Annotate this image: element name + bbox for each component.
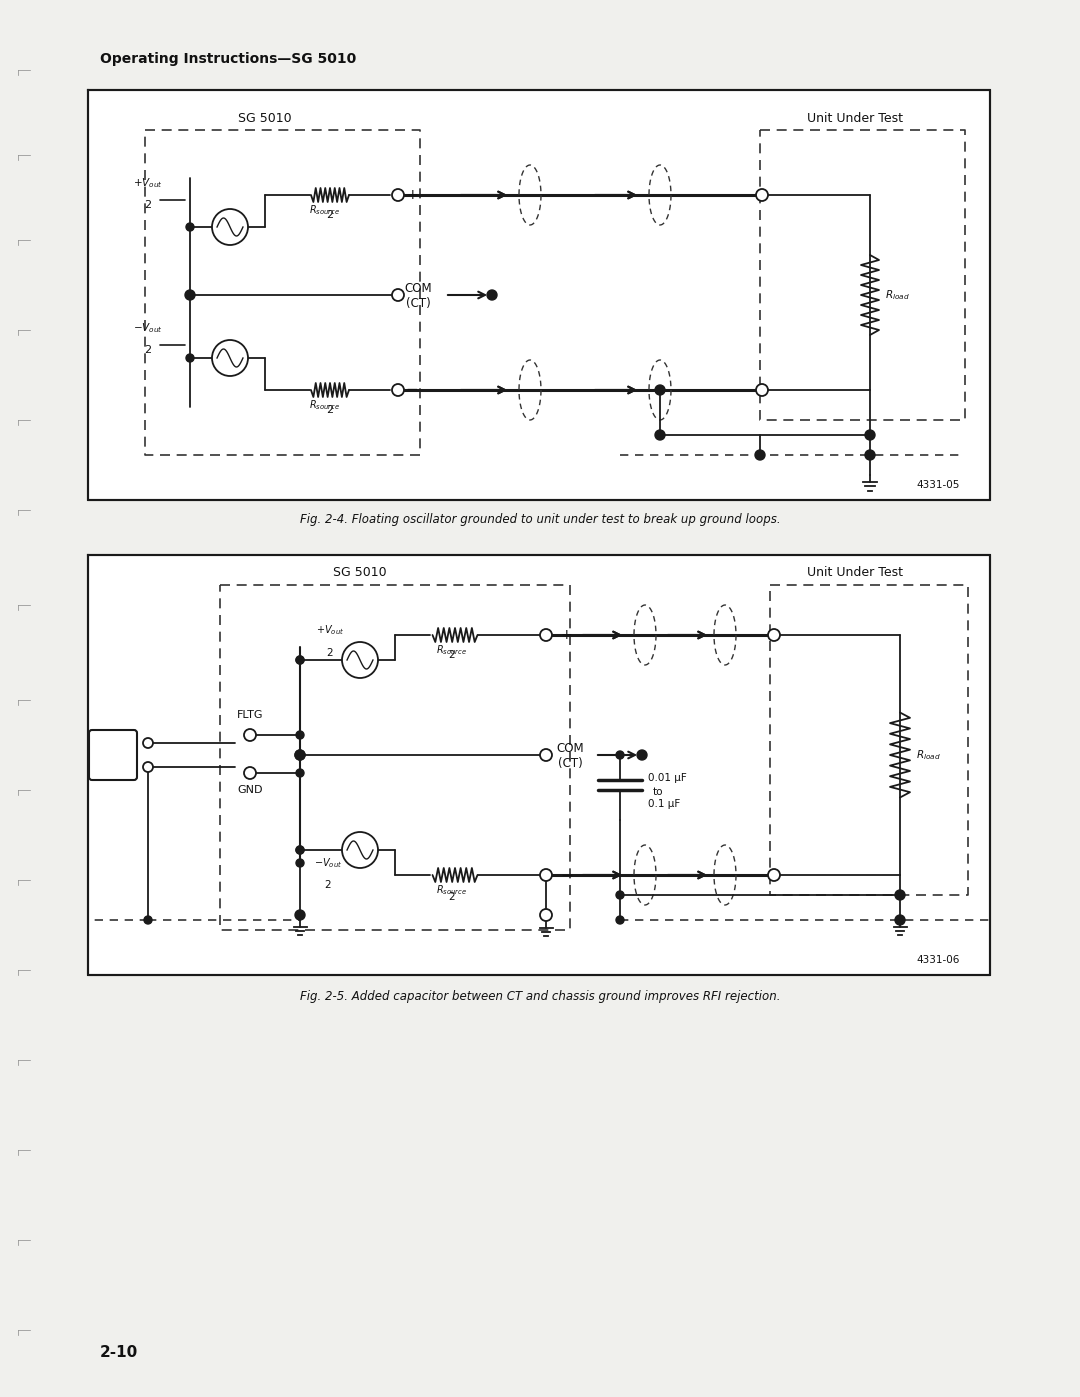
Circle shape xyxy=(654,430,665,440)
Text: SG 5010: SG 5010 xyxy=(239,112,292,124)
Circle shape xyxy=(654,386,665,395)
Circle shape xyxy=(616,891,624,900)
Circle shape xyxy=(540,909,552,921)
Text: 2: 2 xyxy=(325,880,332,890)
Text: −: − xyxy=(406,383,418,398)
Text: $R_{load}$: $R_{load}$ xyxy=(885,288,909,302)
Text: 4331-06: 4331-06 xyxy=(917,956,960,965)
Text: Fig. 2-4. Floating oscillator grounded to unit under test to break up ground loo: Fig. 2-4. Floating oscillator grounded t… xyxy=(299,513,781,527)
Circle shape xyxy=(244,729,256,740)
Text: $-V_{out}$: $-V_{out}$ xyxy=(133,321,163,335)
Circle shape xyxy=(342,833,378,868)
Text: 0.01 μF: 0.01 μF xyxy=(648,773,687,782)
Text: 2: 2 xyxy=(326,210,334,219)
Circle shape xyxy=(540,869,552,882)
Text: (CT): (CT) xyxy=(406,296,430,310)
Text: $R_{source}$: $R_{source}$ xyxy=(309,203,340,217)
Circle shape xyxy=(296,847,303,854)
Circle shape xyxy=(296,847,303,854)
Text: 2-10: 2-10 xyxy=(100,1345,138,1361)
Circle shape xyxy=(143,738,153,747)
Text: COM: COM xyxy=(556,742,584,754)
Text: SG 5010: SG 5010 xyxy=(334,567,387,580)
Text: +: + xyxy=(561,629,571,643)
Circle shape xyxy=(756,189,768,201)
Text: $R_{source}$: $R_{source}$ xyxy=(436,643,468,657)
Circle shape xyxy=(895,915,905,925)
Polygon shape xyxy=(87,89,990,500)
Circle shape xyxy=(342,643,378,678)
Text: 2: 2 xyxy=(326,405,334,415)
Text: $+V_{out}$: $+V_{out}$ xyxy=(316,623,345,637)
Text: 2: 2 xyxy=(145,345,151,355)
Text: $R_{load}$: $R_{load}$ xyxy=(916,749,941,761)
Text: COM: COM xyxy=(404,282,432,296)
Circle shape xyxy=(756,384,768,395)
Text: GND: GND xyxy=(238,785,262,795)
Polygon shape xyxy=(87,555,990,975)
Circle shape xyxy=(244,767,256,780)
Circle shape xyxy=(616,916,624,923)
Text: $-V_{out}$: $-V_{out}$ xyxy=(314,856,342,870)
Circle shape xyxy=(487,291,497,300)
Text: 2: 2 xyxy=(326,648,334,658)
Circle shape xyxy=(865,450,875,460)
Circle shape xyxy=(185,291,195,300)
Circle shape xyxy=(296,657,303,664)
Circle shape xyxy=(143,761,153,773)
Text: (CT): (CT) xyxy=(557,757,582,770)
Text: Operating Instructions—SG 5010: Operating Instructions—SG 5010 xyxy=(100,52,356,66)
Text: 4331-05: 4331-05 xyxy=(917,481,960,490)
Text: +: + xyxy=(406,189,418,203)
Circle shape xyxy=(755,450,765,460)
Circle shape xyxy=(296,859,303,868)
Circle shape xyxy=(540,749,552,761)
Circle shape xyxy=(865,430,875,440)
Circle shape xyxy=(295,909,305,921)
Text: FLTG: FLTG xyxy=(237,710,264,719)
Circle shape xyxy=(186,224,194,231)
Circle shape xyxy=(768,869,780,882)
FancyBboxPatch shape xyxy=(89,731,137,780)
Circle shape xyxy=(540,629,552,641)
Circle shape xyxy=(392,289,404,300)
Circle shape xyxy=(295,750,305,760)
Text: 2: 2 xyxy=(145,200,151,210)
Circle shape xyxy=(296,731,303,739)
Circle shape xyxy=(144,916,152,923)
Text: Fig. 2-5. Added capacitor between CT and chassis ground improves RFI rejection.: Fig. 2-5. Added capacitor between CT and… xyxy=(300,990,780,1003)
Circle shape xyxy=(212,210,248,244)
Text: Unit Under Test: Unit Under Test xyxy=(807,112,903,124)
Circle shape xyxy=(768,629,780,641)
Circle shape xyxy=(212,339,248,376)
Text: to: to xyxy=(653,787,663,798)
Text: 2: 2 xyxy=(448,650,456,659)
Circle shape xyxy=(392,189,404,201)
Circle shape xyxy=(895,890,905,900)
Text: −: − xyxy=(561,868,572,883)
Circle shape xyxy=(637,750,647,760)
Text: $+V_{out}$: $+V_{out}$ xyxy=(133,176,163,190)
Circle shape xyxy=(296,657,303,664)
Circle shape xyxy=(186,353,194,362)
Circle shape xyxy=(295,750,305,760)
Text: ≈ 300Ω: ≈ 300Ω xyxy=(95,750,133,760)
Text: $R_{source}$: $R_{source}$ xyxy=(436,883,468,897)
Circle shape xyxy=(392,384,404,395)
Circle shape xyxy=(296,768,303,777)
Text: 2: 2 xyxy=(448,893,456,902)
Text: 0.1 μF: 0.1 μF xyxy=(648,799,680,809)
Text: $R_{source}$: $R_{source}$ xyxy=(309,398,340,412)
Circle shape xyxy=(616,752,624,759)
Text: Unit Under Test: Unit Under Test xyxy=(807,567,903,580)
